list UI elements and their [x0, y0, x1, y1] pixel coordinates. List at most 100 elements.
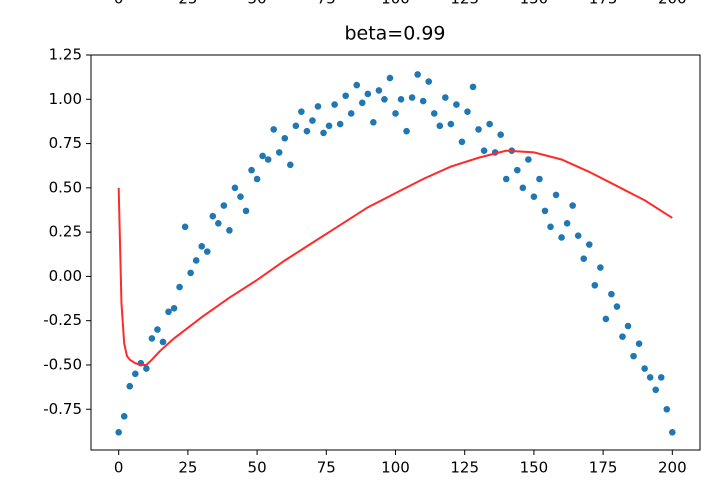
data-point [381, 95, 388, 103]
x-tick-label: 100 [381, 0, 410, 8]
data-point [259, 152, 266, 160]
data-point [669, 428, 676, 436]
data-point [464, 108, 471, 115]
y-tick-label: 1.25 [49, 46, 82, 64]
data-point [646, 374, 654, 381]
data-point [397, 95, 405, 103]
data-point [547, 223, 554, 231]
data-point [281, 134, 289, 142]
data-point [203, 248, 211, 255]
data-point [430, 110, 438, 117]
data-point [635, 340, 643, 348]
data-point [253, 175, 261, 183]
data-point [314, 103, 322, 110]
data-point [358, 99, 366, 107]
data-point [298, 108, 305, 115]
data-point [181, 223, 189, 231]
x-tick-label: 200 [658, 0, 687, 8]
data-point [525, 156, 532, 163]
data-point [270, 126, 278, 133]
data-point [170, 304, 178, 312]
data-point [131, 370, 139, 378]
data-point [237, 193, 244, 201]
x-tick-label: 100 [381, 459, 410, 477]
x-tick-label: 0 [114, 459, 124, 477]
data-point [419, 97, 427, 105]
x-tick-label: 125 [450, 459, 479, 477]
data-point [386, 74, 394, 82]
data-point [215, 219, 222, 227]
y-tick-label: 0.50 [49, 178, 82, 196]
data-point [126, 382, 134, 390]
data-point [303, 127, 311, 135]
y-tick-label: 0.00 [49, 267, 82, 285]
data-point [364, 90, 372, 98]
data-point [198, 243, 206, 250]
data-point [641, 365, 648, 372]
x-tick-label: 75 [317, 459, 336, 477]
data-point [652, 386, 660, 394]
data-point [458, 138, 466, 146]
data-point [585, 241, 593, 248]
data-point [154, 326, 161, 333]
data-point [663, 405, 671, 413]
x-tick-label: 50 [248, 0, 267, 8]
data-point [143, 365, 150, 372]
data-point [569, 202, 576, 209]
data-point [480, 147, 488, 154]
data-point [497, 131, 504, 139]
y-tick-label: -0.75 [43, 400, 82, 418]
data-point [176, 283, 183, 291]
line [117, 149, 673, 366]
data-point [353, 81, 361, 89]
data-point [320, 129, 327, 137]
chart-title: beta=0.99 [344, 23, 445, 45]
data-point [608, 290, 615, 298]
data-point [309, 117, 316, 124]
data-point [165, 308, 172, 316]
data-point [331, 101, 338, 108]
data-point [619, 333, 626, 340]
data-point [613, 303, 621, 310]
data-point [414, 71, 421, 78]
x-tick-label: 50 [248, 459, 267, 477]
data-point [248, 166, 255, 174]
x-tick-label: 175 [589, 459, 618, 477]
data-point [425, 78, 433, 85]
y-tick-label: -0.50 [43, 355, 82, 373]
x-tick-label: 25 [178, 0, 197, 8]
data-point [275, 149, 283, 156]
data-point [591, 281, 599, 289]
data-point [403, 127, 410, 135]
data-point [370, 119, 377, 126]
data-point [325, 122, 333, 130]
data-point [574, 232, 582, 239]
data-point [442, 94, 449, 101]
data-point [502, 175, 510, 183]
x-tick-label: 125 [450, 0, 479, 8]
data-point [264, 156, 272, 163]
data-point [530, 193, 538, 201]
x-tick-label: 150 [520, 0, 549, 8]
data-point [453, 101, 460, 108]
data-point [148, 335, 156, 342]
data-point [541, 207, 549, 215]
x-tick-label: 0 [114, 0, 124, 8]
x-tick-label: 75 [317, 0, 336, 8]
y-tick-label: 1.00 [49, 90, 82, 108]
data-point [242, 207, 250, 215]
y-tick-label: -0.25 [43, 311, 82, 329]
data-point [220, 202, 228, 209]
data-point [115, 428, 122, 436]
x-tick-label: 200 [658, 459, 687, 477]
y-tick-label: 0.25 [49, 223, 82, 241]
data-point [552, 191, 560, 199]
data-point [187, 269, 194, 277]
data-point [342, 92, 349, 100]
data-point [159, 338, 167, 346]
data-point [558, 234, 565, 241]
data-point [536, 175, 543, 183]
data-point [563, 219, 571, 227]
